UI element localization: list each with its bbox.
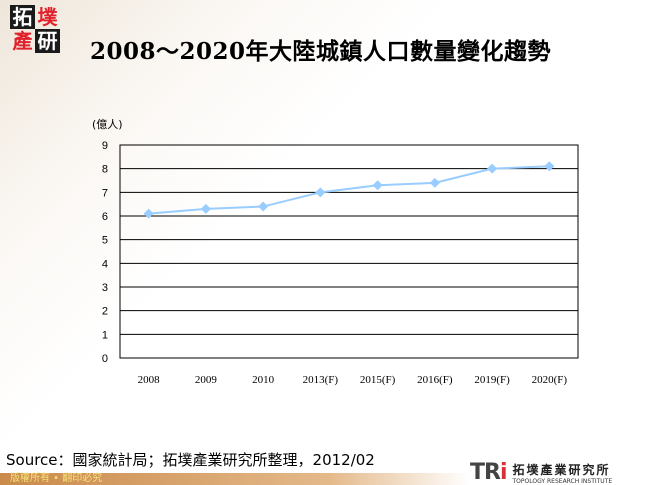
x-tick-label: 2019(F)	[474, 374, 510, 386]
x-tick-label: 2008	[138, 374, 161, 386]
data-point-marker	[200, 203, 211, 214]
y-tick-label: 4	[102, 258, 108, 270]
tri-mark-i: i	[499, 460, 507, 485]
footer-bar	[0, 473, 470, 485]
page-title: 2008～2020年大陸城鎮人口數量變化趨勢	[90, 38, 552, 65]
plot-area	[119, 144, 579, 359]
logo: 拓 墣 產 研	[10, 5, 60, 53]
y-tick-label: 2	[102, 306, 108, 318]
data-point-marker	[315, 187, 326, 198]
x-tick-label: 2009	[195, 374, 218, 386]
data-point-marker	[429, 177, 440, 188]
tri-mark-tr: TR	[470, 460, 501, 485]
y-tick-label: 9	[102, 140, 108, 152]
data-point-marker	[372, 180, 383, 191]
y-tick-label: 3	[102, 282, 108, 294]
tri-name-en: TOPOLOGY RESEARCH INSTITUTE	[512, 477, 613, 485]
tri-mark: TRi	[470, 460, 507, 485]
y-tick-label: 0	[102, 353, 108, 365]
x-tick-label: 2013(F)	[303, 374, 339, 386]
y-axis-label: (億人)	[92, 118, 123, 131]
y-tick-label: 5	[102, 235, 108, 247]
y-tick-label: 7	[102, 187, 108, 199]
logo-char: 產	[12, 29, 33, 53]
data-point-marker	[544, 161, 555, 172]
y-tick-label: 6	[102, 211, 108, 223]
data-point-marker	[143, 208, 154, 219]
x-tick-label: 2015(F)	[360, 374, 396, 386]
y-tick-label: 1	[102, 329, 108, 341]
tri-logo: TRi 拓墣產業研究所 TOPOLOGY RESEARCH INSTITUTE	[470, 460, 612, 485]
x-tick-label: 2016(F)	[417, 374, 453, 386]
x-tick-label: 2010	[252, 374, 275, 386]
tri-name-cn: 拓墣產業研究所	[512, 462, 611, 477]
series-line	[148, 165, 550, 215]
logo-char: 研	[35, 29, 60, 53]
y-tick-label: 8	[102, 164, 108, 176]
data-point-marker	[258, 201, 269, 212]
data-point-marker	[487, 163, 498, 174]
logo-char: 拓	[10, 5, 35, 29]
copyright-notice: 版權所有 • 翻印必究	[10, 473, 103, 484]
logo-char: 墣	[37, 5, 58, 29]
source-note: Source：國家統計局；拓墣產業研究所整理，2012/02	[6, 451, 375, 469]
x-tick-label: 2020(F)	[532, 374, 568, 386]
